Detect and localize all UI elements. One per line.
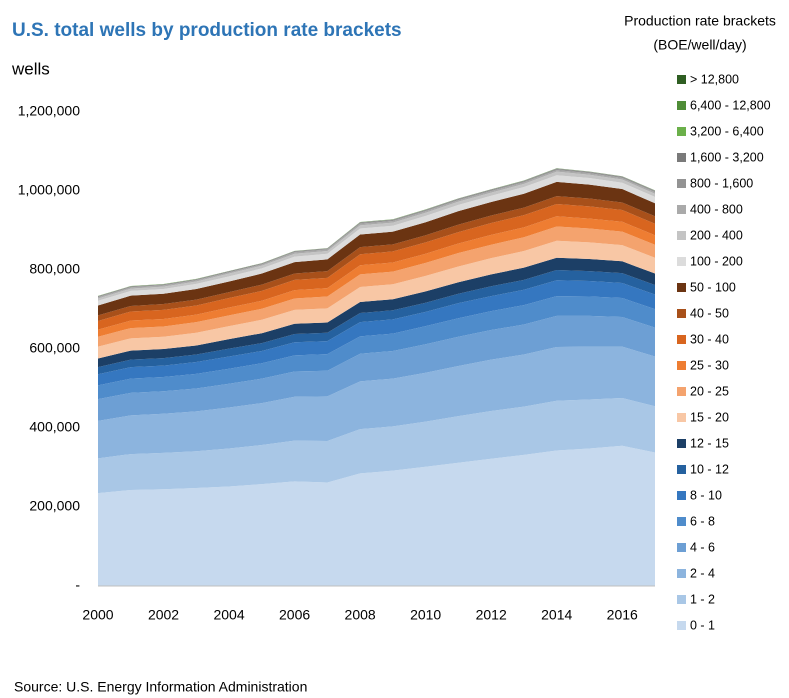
legend-swatch — [677, 517, 686, 526]
legend-swatch — [677, 595, 686, 604]
page: U.S. total wells by production rate brac… — [0, 0, 789, 698]
y-tick-label: 1,200,000 — [18, 103, 80, 119]
legend-label: 6 - 8 — [690, 514, 715, 528]
legend-label: 12 - 15 — [690, 436, 729, 450]
legend-swatch — [677, 465, 686, 474]
legend-title: Production rate brackets — [624, 13, 776, 29]
x-tick-label: 2012 — [476, 607, 507, 623]
legend-label: > 12,800 — [690, 72, 739, 86]
legend-label: 400 - 800 — [690, 202, 743, 216]
x-tick-label: 2000 — [82, 607, 113, 623]
legend-label: 30 - 40 — [690, 332, 729, 346]
legend-swatch — [677, 283, 686, 292]
legend-swatch — [677, 387, 686, 396]
legend-label: 0 - 1 — [690, 618, 715, 632]
legend-label: 15 - 20 — [690, 410, 729, 424]
legend-swatch — [677, 231, 686, 240]
legend-label: 3,200 - 6,400 — [690, 124, 764, 138]
legend-label: 800 - 1,600 — [690, 176, 753, 190]
chart: U.S. total wells by production rate brac… — [0, 0, 789, 698]
source-note: Source: U.S. Energy Information Administ… — [14, 679, 307, 695]
legend-label: 8 - 10 — [690, 488, 722, 502]
y-tick-label: 200,000 — [29, 498, 80, 514]
y-tick-label: 600,000 — [29, 340, 80, 356]
legend-swatch — [677, 179, 686, 188]
x-tick-label: 2014 — [541, 607, 572, 623]
x-tick-label: 2004 — [213, 607, 244, 623]
legend-swatch — [677, 309, 686, 318]
x-tick-label: 2002 — [148, 607, 179, 623]
legend-swatch — [677, 205, 686, 214]
x-tick-label: 2016 — [607, 607, 638, 623]
legend-label: 100 - 200 — [690, 254, 743, 268]
legend-swatch — [677, 439, 686, 448]
legend-label: 4 - 6 — [690, 540, 715, 554]
y-tick-label: 400,000 — [29, 419, 80, 435]
legend-swatch — [677, 413, 686, 422]
legend-swatch — [677, 127, 686, 136]
legend-label: 1,600 - 3,200 — [690, 150, 764, 164]
legend-swatch — [677, 621, 686, 630]
legend-label: 40 - 50 — [690, 306, 729, 320]
legend-title: (BOE/well/day) — [653, 37, 746, 53]
legend-swatch — [677, 257, 686, 266]
legend-label: 6,400 - 12,800 — [690, 98, 771, 112]
legend-label: 20 - 25 — [690, 384, 729, 398]
legend-label: 50 - 100 — [690, 280, 736, 294]
legend-label: 1 - 2 — [690, 592, 715, 606]
legend-label: 25 - 30 — [690, 358, 729, 372]
legend-swatch — [677, 335, 686, 344]
legend-swatch — [677, 153, 686, 162]
legend-swatch — [677, 101, 686, 110]
chart-title: U.S. total wells by production rate brac… — [12, 20, 402, 41]
y-axis-label: wells — [11, 59, 50, 78]
legend-label: 2 - 4 — [690, 566, 715, 580]
legend-swatch — [677, 75, 686, 84]
legend-label: 10 - 12 — [690, 462, 729, 476]
x-tick-label: 2008 — [345, 607, 376, 623]
legend-swatch — [677, 361, 686, 370]
y-tick-label: 800,000 — [29, 261, 80, 277]
x-tick-label: 2006 — [279, 607, 310, 623]
legend-swatch — [677, 491, 686, 500]
legend-label: 200 - 400 — [690, 228, 743, 242]
y-tick-label: - — [75, 577, 80, 593]
y-tick-label: 1,000,000 — [18, 182, 80, 198]
legend-swatch — [677, 569, 686, 578]
legend-swatch — [677, 543, 686, 552]
x-tick-label: 2010 — [410, 607, 441, 623]
